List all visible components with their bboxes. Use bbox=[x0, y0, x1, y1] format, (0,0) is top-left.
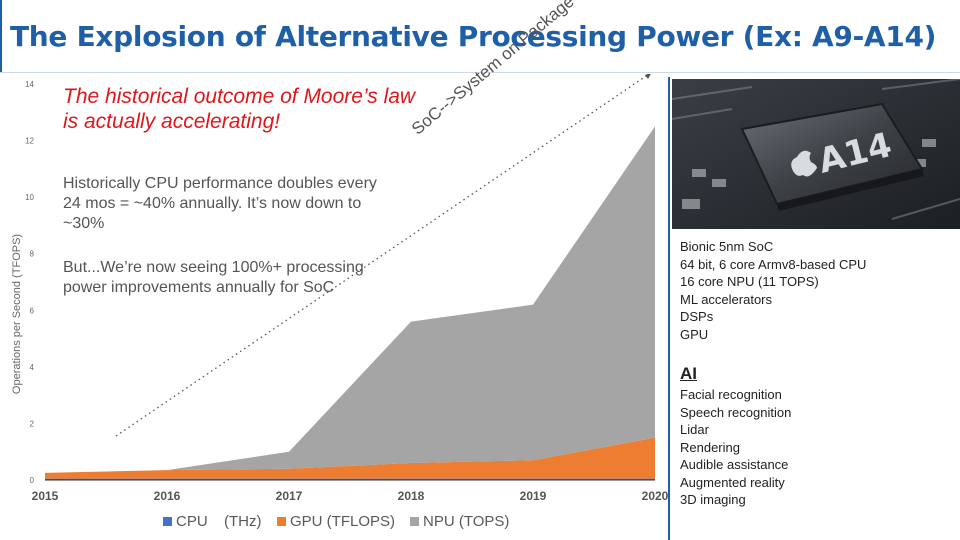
moores-law-annotation: The historical outcome of Moore’s law is… bbox=[63, 85, 416, 133]
ai-item: Facial recognition bbox=[680, 387, 782, 402]
ai-item: Rendering bbox=[680, 439, 740, 455]
x-tick-label: 2015 bbox=[32, 489, 59, 503]
y-tick-label: 8 bbox=[30, 250, 35, 259]
x-tick-label: 2020 bbox=[642, 489, 668, 503]
area-series-3 bbox=[45, 126, 655, 473]
title-bar: The Explosion of Alternative Processing … bbox=[0, 0, 960, 72]
spec-item: GPU bbox=[680, 326, 709, 342]
trend-arrow-head bbox=[645, 74, 651, 79]
x-axis-ticks: 2015 2016 2017 2018 2019 2020 bbox=[32, 489, 668, 503]
y-tick-label: 12 bbox=[25, 137, 34, 146]
chart-legend: CPU (THz) GPU (TFLOPS) NPU (TOPS) bbox=[163, 513, 509, 530]
y-tick-label: 2 bbox=[30, 419, 35, 428]
y-axis-label: Operations per Second (TFOPS) bbox=[11, 234, 23, 394]
ai-item: Augmented reality bbox=[680, 474, 785, 490]
soc-improvement-note: But...We’re now seeing 100%+ processing … bbox=[63, 259, 364, 296]
y-tick-label: 14 bbox=[25, 80, 34, 89]
legend-swatch bbox=[163, 517, 172, 526]
legend-label: CPU bbox=[176, 513, 208, 530]
title-divider bbox=[0, 72, 960, 73]
legend-unit-label: (THz) bbox=[224, 513, 262, 530]
ai-capability-list: Facial recognition Speech recognition Li… bbox=[680, 386, 791, 509]
spec-item: ML accelerators bbox=[680, 291, 772, 307]
x-tick-label: 2017 bbox=[276, 489, 303, 503]
area-series-2 bbox=[45, 437, 655, 479]
legend-swatch bbox=[277, 517, 286, 526]
y-tick-label: 10 bbox=[25, 193, 34, 202]
stacked-area-chart: 0 2 4 6 8 10 12 14 2015 2016 2017 2018 2019 2020 Ope… bbox=[11, 74, 668, 530]
spec-item: DSPs bbox=[680, 309, 714, 324]
ai-item: Lidar bbox=[680, 422, 709, 437]
y-tick-label: 6 bbox=[30, 306, 35, 315]
ai-heading: AI bbox=[680, 364, 697, 383]
legend-label: NPU (TOPS) bbox=[423, 513, 509, 530]
legend-label: GPU (TFLOPS) bbox=[290, 513, 395, 530]
chip-spec-panel: A14 Bionic 5nm SoC 64 bit, 6 core Armv8-… bbox=[668, 77, 960, 540]
ai-item: 3D imaging bbox=[680, 492, 746, 507]
x-tick-label: 2016 bbox=[154, 489, 181, 503]
x-tick-label: 2019 bbox=[520, 489, 547, 503]
a14-chip-illustration: A14 bbox=[672, 79, 960, 229]
y-tick-label: 0 bbox=[30, 476, 35, 485]
legend-swatch bbox=[410, 517, 419, 526]
page-title: The Explosion of Alternative Processing … bbox=[10, 20, 937, 53]
chip-spec-list: Bionic 5nm SoC 64 bit, 6 core Armv8-base… bbox=[680, 238, 866, 343]
cpu-performance-note: Historically CPU performance doubles eve… bbox=[63, 175, 377, 232]
ai-item: Audible assistance bbox=[680, 457, 789, 472]
y-axis-ticks: 0 2 4 6 8 10 12 14 bbox=[25, 80, 34, 485]
y-tick-label: 4 bbox=[30, 363, 35, 372]
spec-item: 64 bit, 6 core Armv8-based CPU bbox=[680, 256, 867, 272]
chip-photo: A14 bbox=[672, 79, 960, 229]
spec-item: 16 core NPU (11 TOPS) bbox=[680, 274, 819, 289]
spec-item: Bionic 5nm SoC bbox=[680, 239, 774, 254]
ai-item: Speech recognition bbox=[680, 404, 792, 420]
x-tick-label: 2018 bbox=[398, 489, 425, 503]
